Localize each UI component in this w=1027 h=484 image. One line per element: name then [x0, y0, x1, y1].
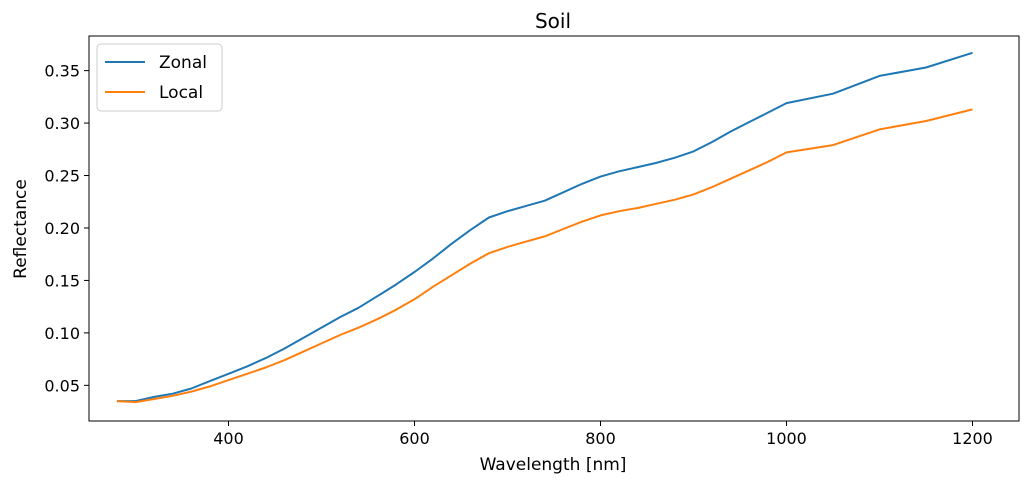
legend: Zonal Local — [96, 43, 223, 112]
y-tick-label: 0.05 — [44, 376, 80, 395]
x-tick-label: 1000 — [766, 429, 807, 448]
x-tick-label: 600 — [399, 429, 430, 448]
y-axis-ticks: 0.05 0.10 0.15 0.20 0.25 0.30 0.35 — [44, 62, 89, 395]
y-tick-label: 0.10 — [44, 324, 80, 343]
y-tick-label: 0.15 — [44, 271, 80, 290]
x-tick-label: 800 — [585, 429, 616, 448]
y-tick-label: 0.35 — [44, 62, 80, 81]
legend-label-zonal: Zonal — [159, 53, 207, 73]
y-axis-label: Reflectance — [11, 179, 31, 279]
series-line-local — [116, 108, 973, 404]
y-tick-label: 0.20 — [44, 219, 80, 238]
plot-frame — [88, 35, 1020, 422]
chart-title: Soil — [535, 9, 571, 33]
plot-area — [116, 51, 973, 404]
series-line-zonal — [116, 51, 973, 403]
y-tick-label: 0.25 — [44, 167, 80, 186]
x-tick-label: 1200 — [952, 429, 993, 448]
x-tick-label: 400 — [213, 429, 244, 448]
x-axis-label: Wavelength [nm] — [480, 455, 627, 475]
legend-label-local: Local — [159, 83, 203, 103]
x-axis-ticks: 400 600 800 1000 1200 — [213, 421, 993, 448]
y-tick-label: 0.30 — [44, 114, 80, 133]
legend-box — [96, 43, 223, 112]
